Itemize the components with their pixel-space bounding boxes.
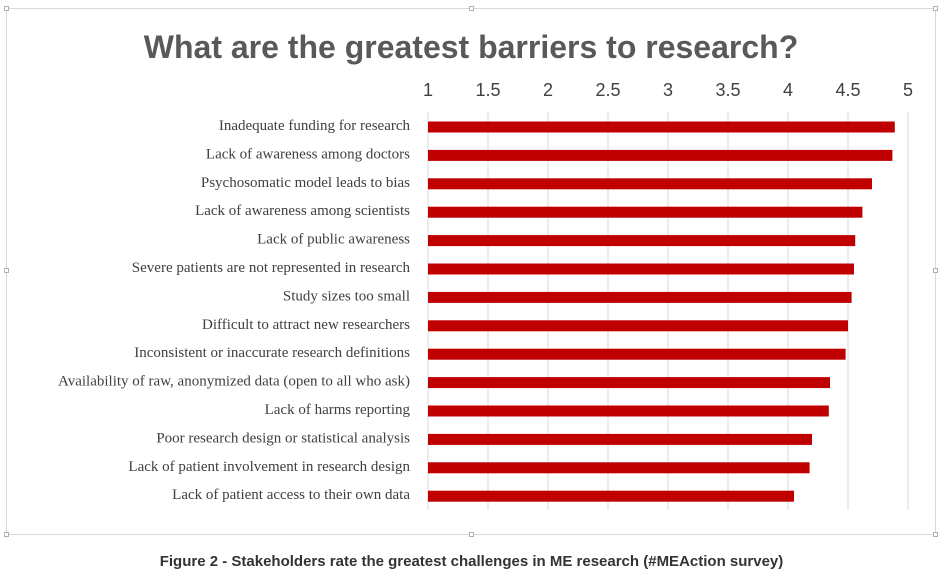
x-tick-label: 5	[903, 80, 913, 100]
bar	[428, 263, 854, 275]
category-label: Severe patients are not represented in r…	[132, 260, 411, 276]
bar	[428, 433, 812, 445]
resize-handle-middle-left[interactable]	[4, 268, 9, 273]
resize-handle-top-left[interactable]	[4, 6, 9, 11]
category-label: Lack of public awareness	[257, 232, 410, 248]
x-tick-label: 2	[543, 80, 553, 100]
x-tick-label: 1	[423, 80, 433, 100]
category-label: Inconsistent or inaccurate research defi…	[134, 345, 410, 361]
x-tick-label: 1.5	[475, 80, 500, 100]
x-tick-label: 3	[663, 80, 673, 100]
category-label: Lack of patient access to their own data	[172, 487, 410, 503]
x-tick-label: 2.5	[595, 80, 620, 100]
resize-handle-top-right[interactable]	[933, 6, 938, 11]
category-label: Availability of raw, anonymized data (op…	[58, 374, 410, 390]
figure-caption: Figure 2 - Stakeholders rate the greates…	[159, 553, 784, 570]
resize-handle-bottom-left[interactable]	[4, 532, 9, 537]
bar	[428, 121, 895, 133]
category-labels: Inadequate funding for research Lack of a…	[58, 118, 410, 503]
category-label: Lack of harms reporting	[265, 402, 411, 418]
bar	[428, 206, 863, 218]
bar	[428, 291, 852, 303]
resize-handle-top-center[interactable]	[469, 6, 474, 11]
bar	[428, 405, 829, 417]
category-label: Lack of patient involvement in research …	[128, 459, 410, 475]
x-tick-label: 4.5	[835, 80, 860, 100]
category-label: Difficult to attract new researchers	[202, 317, 410, 333]
bar	[428, 348, 846, 360]
x-tick-label: 4	[783, 80, 793, 100]
category-label: Lack of awareness among doctors	[206, 146, 410, 162]
resize-handle-bottom-center[interactable]	[469, 532, 474, 537]
category-label: Psychosomatic model leads to bias	[201, 175, 410, 191]
category-label: Study sizes too small	[283, 288, 410, 304]
bar	[428, 149, 893, 161]
category-label: Lack of awareness among scientists	[195, 203, 410, 219]
x-tick-label: 3.5	[715, 80, 740, 100]
bar	[428, 320, 848, 332]
category-label: Inadequate funding for research	[219, 118, 411, 134]
bar	[428, 235, 856, 247]
bar	[428, 178, 872, 190]
chart-frame	[4, 6, 938, 537]
gridlines	[427, 112, 909, 510]
resize-handle-middle-right[interactable]	[933, 268, 938, 273]
x-axis-ticks: 1 1.5 2 2.5 3 3.5 4 4.5 5	[423, 80, 913, 100]
bar	[428, 462, 810, 474]
resize-handle-bottom-right[interactable]	[933, 532, 938, 537]
bar-chart: What are the greatest barriers to resear…	[58, 29, 913, 510]
chart-title: What are the greatest barriers to resear…	[144, 29, 798, 65]
bar	[428, 490, 794, 502]
bar	[428, 377, 830, 389]
bars	[428, 121, 895, 502]
category-label: Poor research design or statistical anal…	[156, 430, 410, 446]
